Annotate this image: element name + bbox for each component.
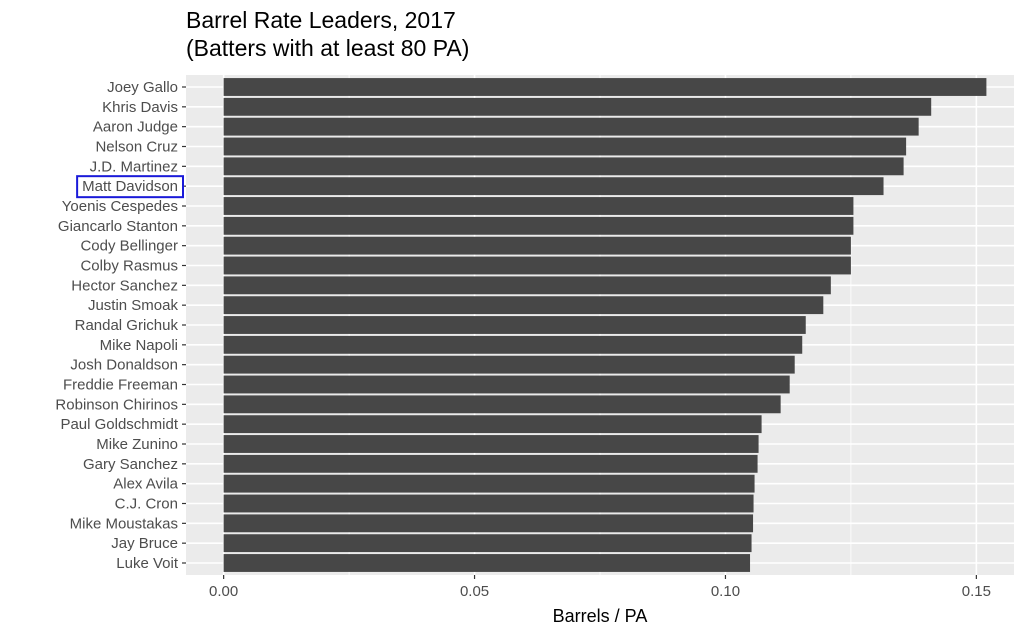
chart-subtitle: (Batters with at least 80 PA) xyxy=(186,35,469,61)
bar xyxy=(223,554,751,572)
highlight-box xyxy=(76,175,184,199)
x-tick-label: 0.00 xyxy=(209,583,238,600)
bar xyxy=(223,216,854,235)
category-label: Justin Smoak xyxy=(88,297,179,314)
category-label: Freddie Freeman xyxy=(63,377,178,394)
category-label: Yoenis Cespedes xyxy=(62,198,178,215)
category-label: Luke Voit xyxy=(116,555,179,572)
bar xyxy=(223,316,806,334)
bar xyxy=(223,534,752,553)
bar xyxy=(223,236,851,255)
x-axis-title: Barrels / PA xyxy=(553,606,648,626)
bar xyxy=(223,395,781,414)
category-label: Mike Zunino xyxy=(96,436,178,453)
category-label: Jay Bruce xyxy=(111,535,178,552)
category-label: Khris Davis xyxy=(102,99,178,116)
bar xyxy=(223,514,754,533)
chart-title: Barrel Rate Leaders, 2017 xyxy=(186,7,456,33)
bar xyxy=(223,276,831,295)
category-labels: Joey Gallo Khris Davis Aaron Judge Nelson C… xyxy=(55,79,186,572)
x-tick-label: 0.15 xyxy=(962,583,991,600)
category-label: Nelson Cruz xyxy=(95,139,178,156)
bar xyxy=(223,97,932,116)
bar xyxy=(223,296,824,315)
category-label: Gary Sanchez xyxy=(83,456,178,473)
bar xyxy=(223,117,919,136)
bar xyxy=(223,177,884,196)
category-label: Matt Davidson xyxy=(82,178,178,195)
bar xyxy=(223,197,854,215)
category-label: Josh Donaldson xyxy=(70,357,178,374)
x-tick-label: 0.10 xyxy=(711,583,740,600)
category-label: Cody Bellinger xyxy=(80,238,178,255)
bar xyxy=(223,454,758,473)
bar xyxy=(223,256,851,275)
bar xyxy=(223,137,907,156)
category-label: Alex Avila xyxy=(113,476,178,493)
bar xyxy=(223,474,755,493)
category-label: J.D. Martinez xyxy=(90,158,178,175)
bar xyxy=(223,494,754,513)
bar xyxy=(223,375,790,394)
category-label: Robinson Chirinos xyxy=(55,396,178,413)
bars xyxy=(223,78,987,572)
bar xyxy=(223,415,762,434)
category-label: Mike Moustakas xyxy=(70,515,178,532)
category-label: Hector Sanchez xyxy=(71,277,178,294)
category-label: Aaron Judge xyxy=(93,119,178,136)
x-tick-label: 0.05 xyxy=(460,583,489,600)
bar xyxy=(223,157,904,176)
category-label: Randal Grichuk xyxy=(75,317,179,334)
bar xyxy=(223,78,987,96)
category-label: Mike Napoli xyxy=(100,337,178,354)
x-axis: 0.00 0.05 0.10 0.15 xyxy=(209,575,991,600)
bar xyxy=(223,435,759,453)
category-label: C.J. Cron xyxy=(115,496,178,513)
bar xyxy=(223,335,803,354)
bar xyxy=(223,355,795,374)
category-label: Joey Gallo xyxy=(107,79,178,96)
category-label: Paul Goldschmidt xyxy=(60,416,178,433)
category-label: Colby Rasmus xyxy=(80,258,178,275)
category-label: Giancarlo Stanton xyxy=(58,218,178,235)
